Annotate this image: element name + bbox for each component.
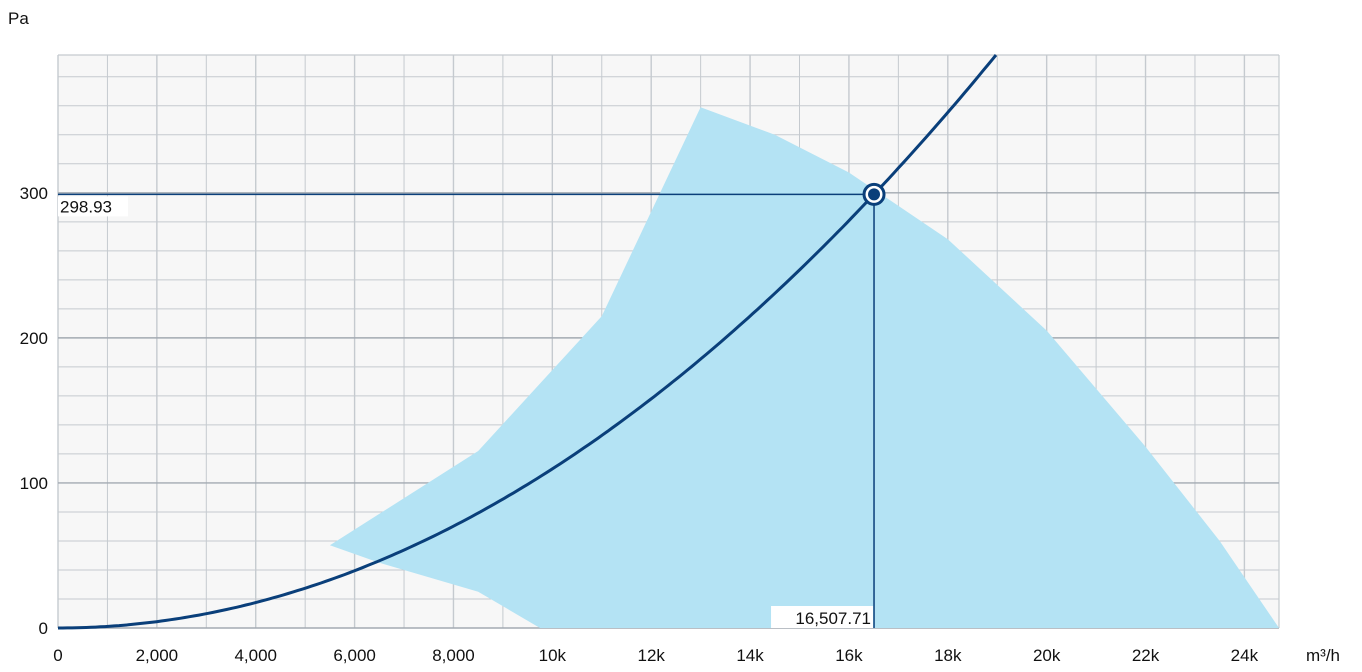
y-tick-label: 0 [39,619,48,638]
x-readout-background [771,606,874,628]
x-tick-label: 2,000 [136,646,179,665]
operating-range-area [329,107,1279,628]
x-tick-label: 12k [637,646,665,665]
y-tick-label: 200 [20,329,48,348]
operating-point-y-readout: 298.93 [60,197,112,216]
x-tick-label: 4,000 [234,646,277,665]
x-tick-label: 22k [1132,646,1160,665]
operating-point-x-readout: 16,507.71 [795,609,871,628]
y-axis-unit: Pa [8,9,29,28]
x-axis-ticks: 0 2,000 4,000 6,000 8,000 10k 12k 14k 16k 18k 20k 2… [53,646,1258,665]
x-tick-label: 8,000 [432,646,475,665]
y-tick-label: 300 [20,184,48,203]
x-tick-label: 14k [736,646,764,665]
x-tick-label: 16k [835,646,863,665]
x-tick-label: 10k [539,646,567,665]
x-tick-label: 6,000 [333,646,376,665]
y-axis-ticks: 0 100 200 300 [20,184,48,638]
y-tick-label: 100 [20,474,48,493]
x-tick-label: 0 [53,646,62,665]
y-readout-background [58,196,128,217]
operating-point-dot [868,188,881,201]
x-tick-label: 18k [934,646,962,665]
x-axis-unit: m³/h [1306,646,1340,665]
system-curve [58,54,998,630]
x-tick-label: 20k [1033,646,1061,665]
x-tick-label: 24k [1231,646,1259,665]
